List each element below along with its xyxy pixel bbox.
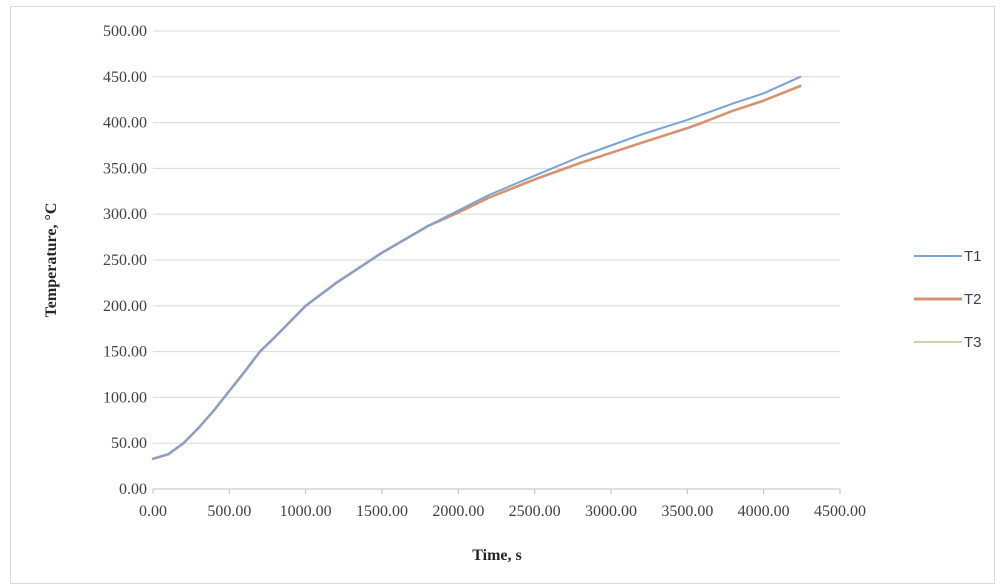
y-tick-label: 500.00 — [103, 23, 147, 40]
series-line-t1 — [152, 75, 802, 460]
series-line-t2 — [151, 84, 802, 461]
x-axis-title: Time, s — [472, 547, 521, 564]
x-axis-ticks: 0.00 500.00 1000.00 1500.00 2000.00 2500.00 30… — [139, 489, 866, 520]
y-tick-label: 200.00 — [103, 298, 147, 315]
y-axis-title: Temperature, °C — [43, 203, 60, 318]
y-tick-label: 50.00 — [111, 435, 147, 452]
legend: T1 T2 T3 — [914, 248, 982, 351]
x-tick-label: 500.00 — [207, 503, 251, 520]
y-tick-label: 0.00 — [119, 481, 147, 498]
x-tick-label: 3500.00 — [661, 503, 713, 520]
y-tick-label: 250.00 — [103, 252, 147, 269]
legend-label-t1: T1 — [964, 248, 982, 265]
legend-label-t2: T2 — [964, 291, 982, 308]
y-tick-label: 400.00 — [103, 115, 147, 132]
chart-frame — [10, 6, 995, 584]
x-tick-label: 3000.00 — [585, 503, 637, 520]
y-axis-ticks: 0.00 50.00 100.00 150.00 200.00 250.00 300.00 3… — [103, 23, 147, 498]
y-tick-label: 300.00 — [103, 206, 147, 223]
y-tick-label: 150.00 — [103, 344, 147, 361]
y-tick-label: 100.00 — [103, 389, 147, 406]
x-tick-label: 2000.00 — [432, 503, 484, 520]
y-tick-label: 350.00 — [103, 160, 147, 177]
legend-label-t3: T3 — [964, 334, 982, 351]
x-tick-label: 1500.00 — [356, 503, 408, 520]
x-tick-label: 0.00 — [139, 503, 167, 520]
x-tick-label: 2500.00 — [509, 503, 561, 520]
series-line-t3 — [152, 85, 801, 460]
x-tick-label: 4000.00 — [738, 503, 790, 520]
y-tick-label: 450.00 — [103, 69, 147, 86]
x-tick-label: 1000.00 — [280, 503, 332, 520]
series-lines — [151, 75, 802, 461]
x-tick-label: 4500.00 — [814, 503, 866, 520]
gridlines — [153, 30, 840, 444]
